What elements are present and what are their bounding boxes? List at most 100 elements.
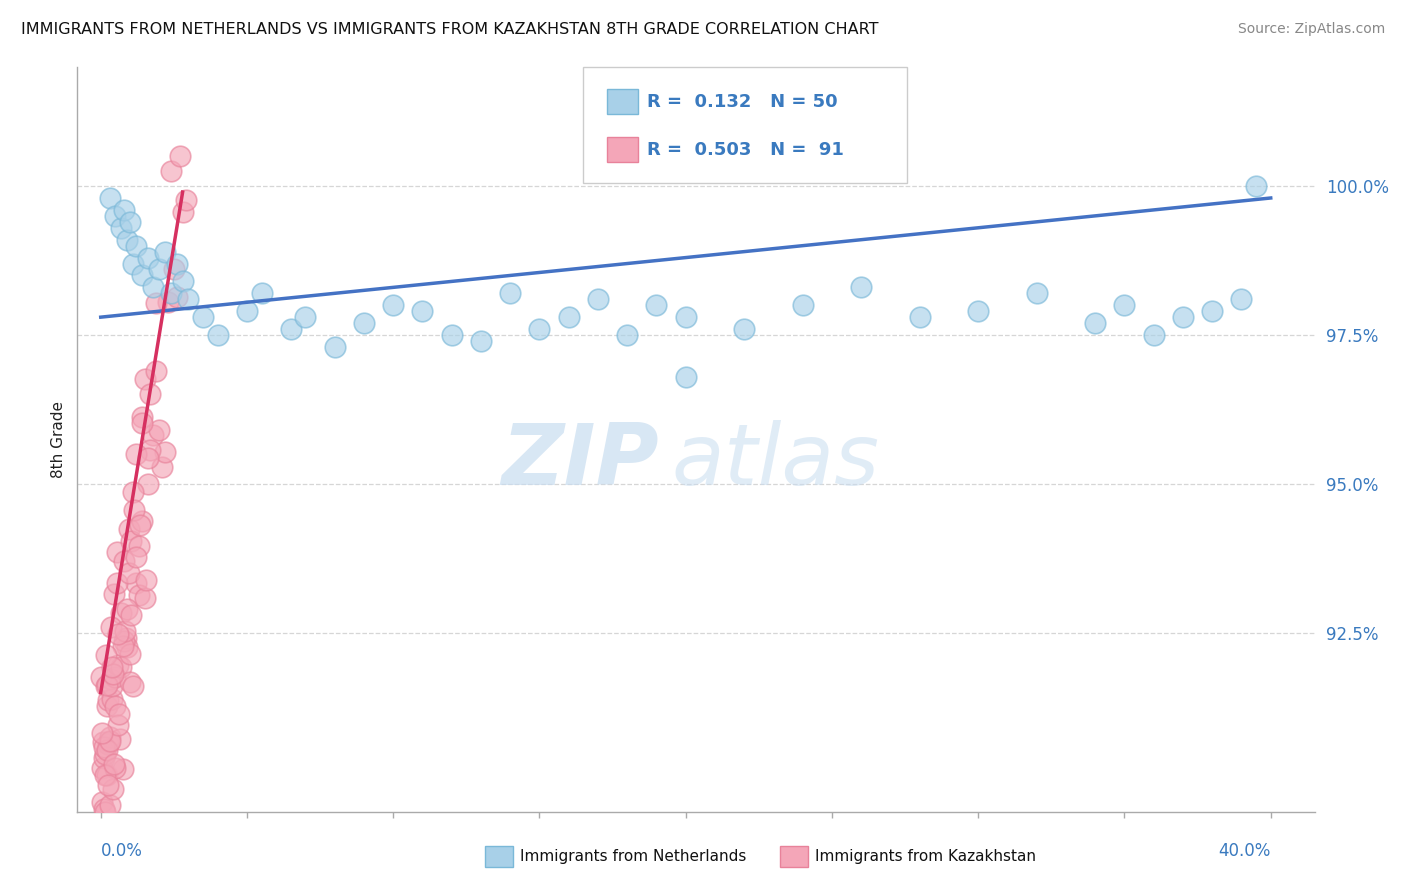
Point: [1025, 286, 1047, 301]
Text: Source: ZipAtlas.com: Source: ZipAtlas.com: [1237, 22, 1385, 37]
Point: [470, 334, 492, 348]
Point: [97, 738, 120, 752]
Point: [1201, 304, 1223, 318]
Point: [908, 310, 931, 325]
Point: [107, 627, 129, 641]
Point: [122, 485, 145, 500]
Point: [125, 447, 148, 461]
Point: [101, 692, 124, 706]
Point: [125, 550, 148, 565]
Point: [129, 518, 152, 533]
Point: [112, 634, 135, 648]
Point: [104, 209, 127, 223]
Point: [120, 607, 142, 622]
Point: [120, 534, 142, 549]
Point: [94, 768, 117, 782]
Point: [153, 445, 176, 459]
Point: [94, 679, 117, 693]
Point: [967, 304, 990, 318]
Point: [177, 293, 200, 307]
Text: ZIP: ZIP: [501, 420, 659, 503]
Point: [115, 233, 138, 247]
Point: [117, 522, 139, 536]
Point: [94, 747, 117, 761]
Point: [107, 658, 129, 673]
Point: [100, 620, 122, 634]
Point: [134, 591, 156, 605]
Point: [131, 268, 153, 283]
Point: [112, 553, 135, 567]
Point: [440, 328, 463, 343]
Point: [104, 698, 127, 713]
Point: [101, 679, 124, 693]
Point: [280, 322, 302, 336]
Point: [142, 428, 165, 442]
Point: [93, 802, 115, 816]
Point: [125, 576, 148, 591]
Point: [1114, 298, 1136, 312]
Point: [139, 387, 162, 401]
Point: [98, 797, 121, 812]
Point: [142, 280, 165, 294]
Point: [411, 304, 433, 318]
Point: [1244, 179, 1267, 194]
Point: [131, 409, 153, 424]
Point: [110, 606, 132, 620]
Point: [117, 566, 139, 581]
Point: [153, 244, 176, 259]
Point: [558, 310, 581, 325]
Point: [104, 670, 127, 684]
Point: [97, 778, 120, 792]
Point: [586, 293, 609, 307]
Point: [294, 310, 316, 325]
Point: [110, 220, 132, 235]
Point: [96, 768, 118, 782]
Point: [115, 602, 138, 616]
Text: Immigrants from Kazakhstan: Immigrants from Kazakhstan: [815, 849, 1036, 863]
Point: [1230, 293, 1253, 307]
Point: [1084, 316, 1107, 330]
Point: [118, 215, 141, 229]
Point: [111, 762, 134, 776]
Point: [110, 660, 132, 674]
Point: [499, 286, 522, 301]
Point: [145, 364, 167, 378]
Point: [733, 322, 755, 336]
Point: [96, 678, 118, 692]
Point: [90, 795, 112, 809]
Point: [91, 726, 114, 740]
Text: R =  0.132   N = 50: R = 0.132 N = 50: [647, 93, 838, 111]
Point: [98, 730, 121, 744]
Point: [105, 576, 128, 591]
Point: [94, 805, 117, 819]
Point: [136, 450, 159, 465]
Text: 0.0%: 0.0%: [101, 841, 142, 860]
Point: [163, 262, 186, 277]
Point: [136, 251, 159, 265]
Point: [96, 743, 118, 757]
Point: [93, 751, 115, 765]
Point: [134, 372, 156, 386]
Point: [156, 295, 179, 310]
Point: [323, 340, 346, 354]
Point: [103, 587, 125, 601]
Point: [122, 680, 145, 694]
Point: [131, 416, 153, 430]
Point: [91, 735, 114, 749]
Point: [135, 573, 157, 587]
Point: [675, 369, 697, 384]
Point: [172, 204, 194, 219]
Point: [101, 782, 124, 797]
Text: R =  0.503   N =  91: R = 0.503 N = 91: [647, 141, 844, 159]
Point: [645, 298, 668, 312]
Text: atlas: atlas: [671, 420, 879, 503]
Point: [118, 647, 141, 661]
Point: [107, 718, 129, 732]
Text: Immigrants from Netherlands: Immigrants from Netherlands: [520, 849, 747, 863]
Point: [174, 193, 197, 207]
Y-axis label: 8th Grade: 8th Grade: [51, 401, 66, 478]
Point: [114, 624, 136, 638]
Point: [125, 238, 148, 252]
Point: [150, 459, 173, 474]
Point: [236, 304, 259, 318]
